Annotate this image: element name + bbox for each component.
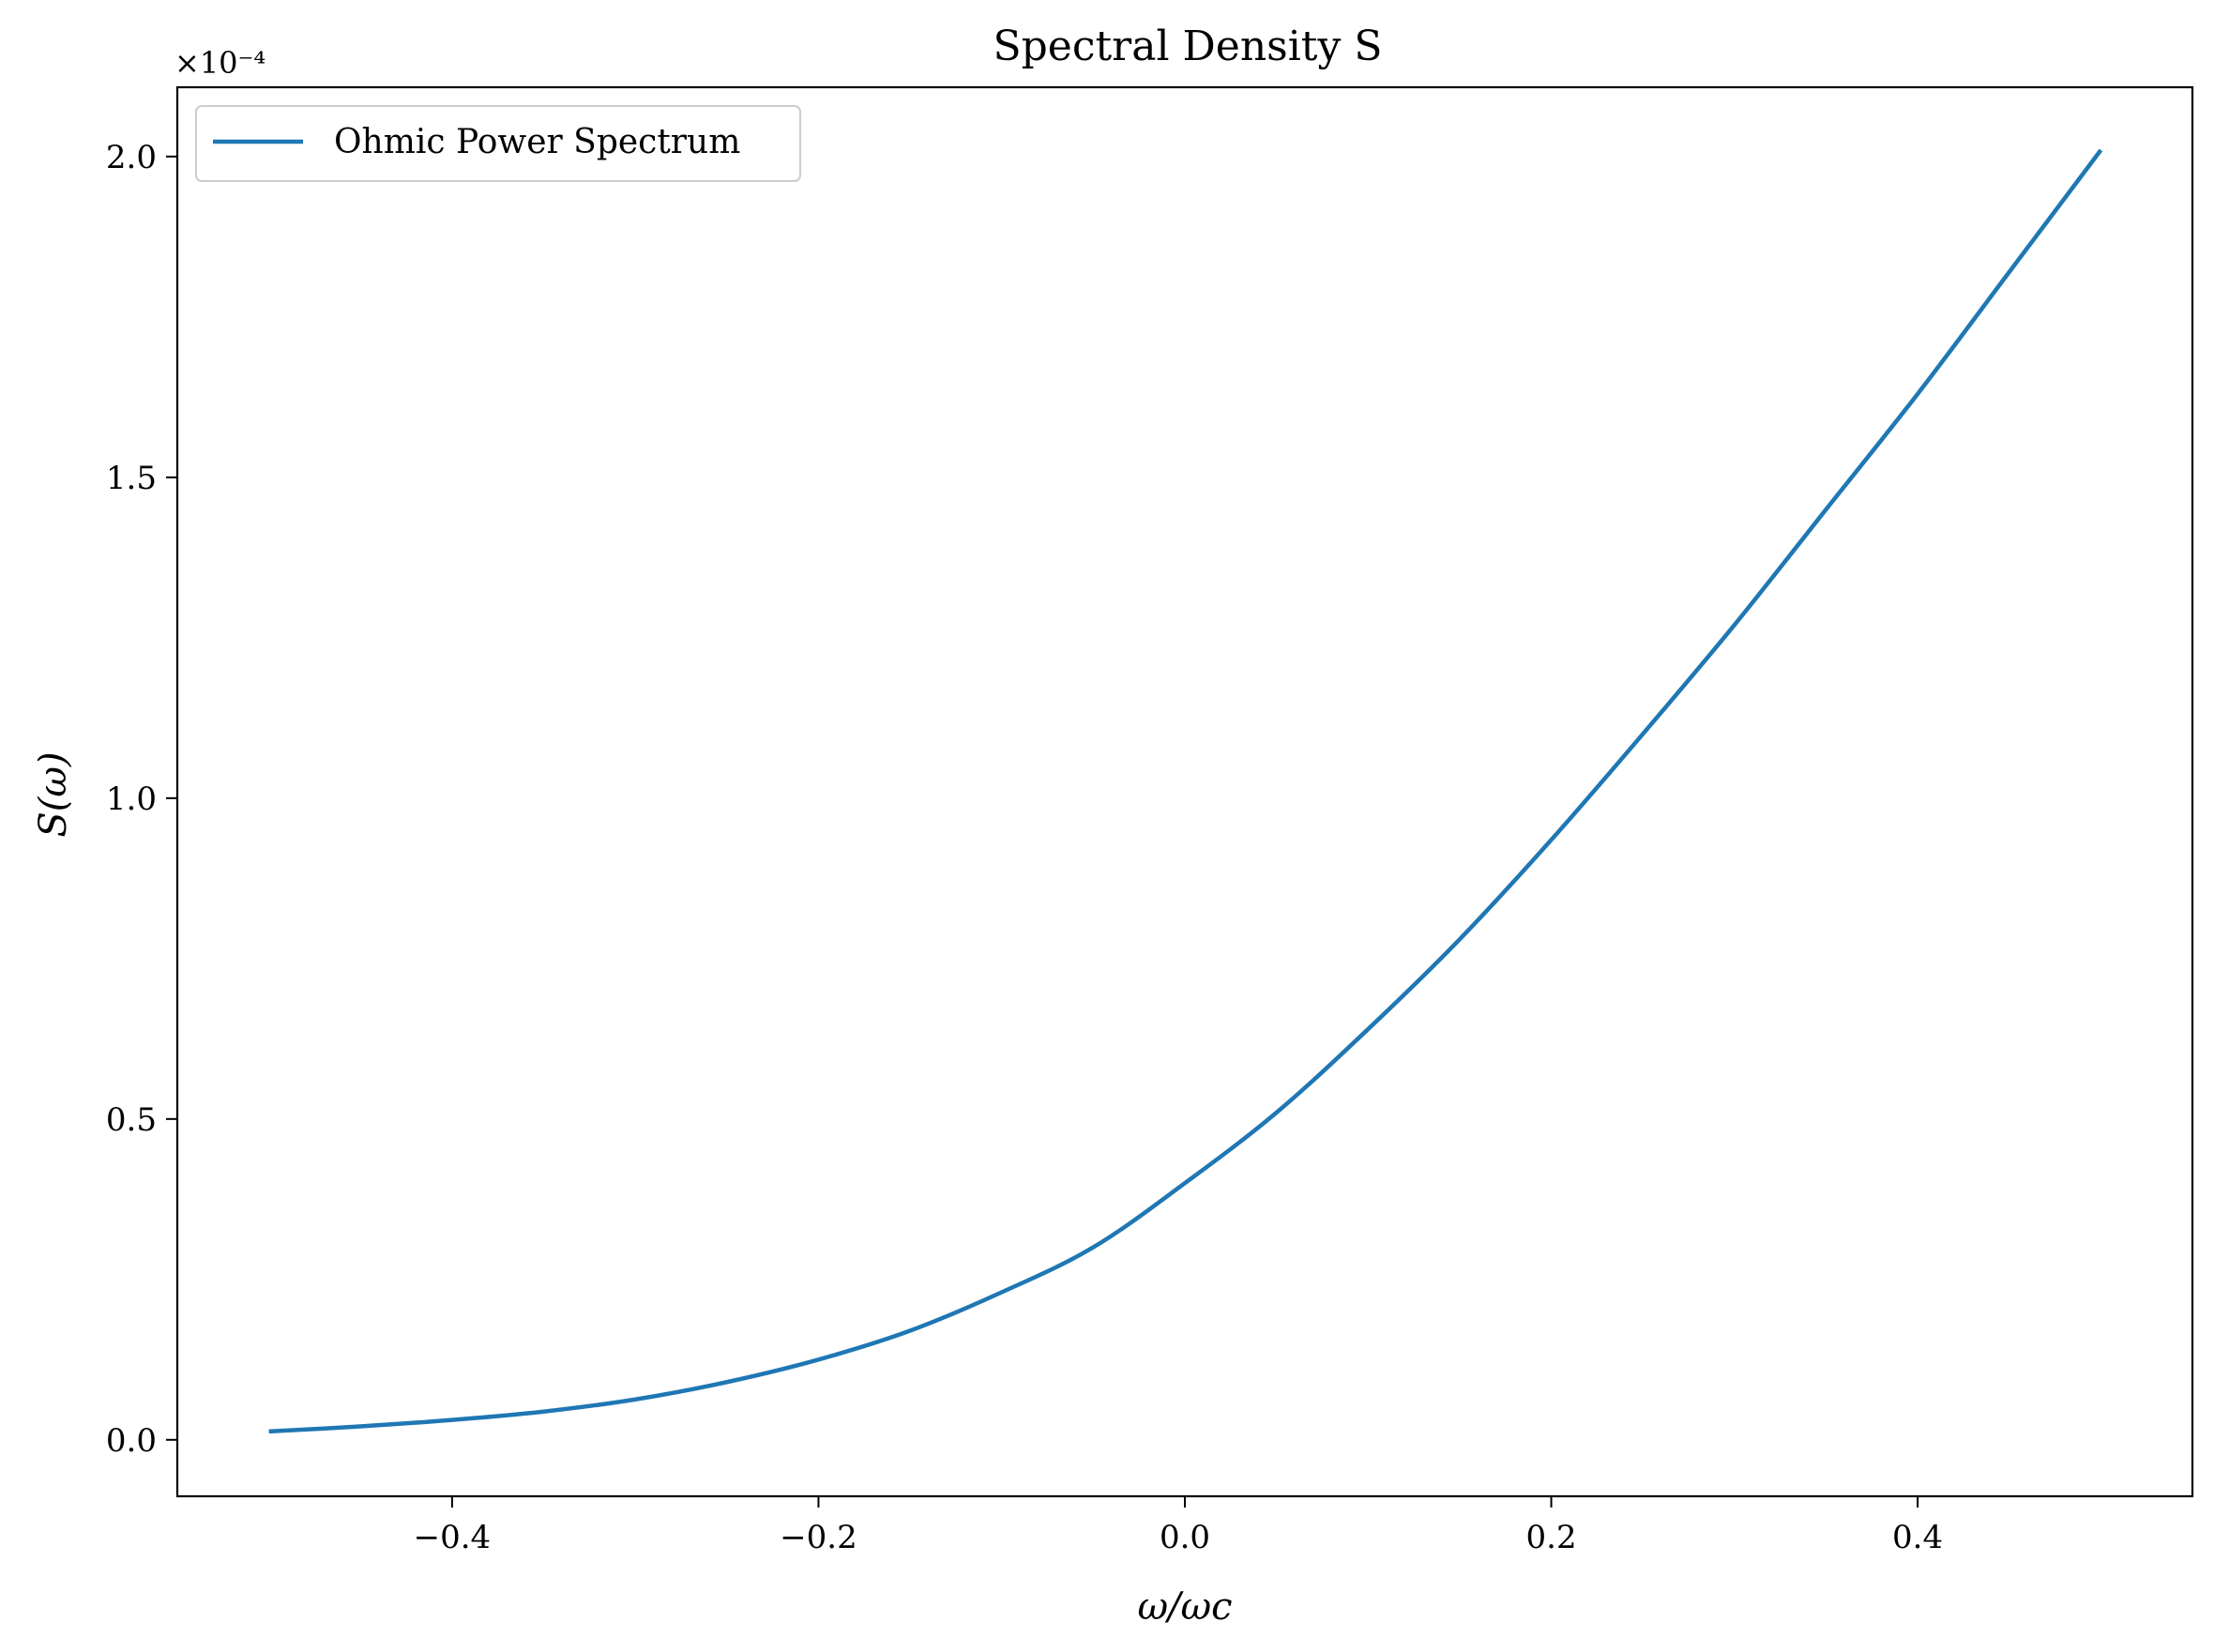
chart-title: Spectral Density S [993, 23, 1383, 70]
x-tick-label: 0.4 [1892, 1519, 1943, 1556]
y-tick-label: 0.0 [106, 1422, 157, 1460]
x-tick-label: −0.2 [780, 1519, 857, 1556]
x-tick-label: 0.0 [1160, 1519, 1210, 1556]
legend-label: Ohmic Power Spectrum [334, 123, 740, 161]
plot-frame [175, 85, 2194, 1498]
y-tick-label: 2.0 [106, 139, 157, 176]
y-offset-label: ×10⁻⁴ [174, 45, 265, 81]
y-tick-label: 1.0 [106, 781, 157, 818]
y-tick-label: 1.5 [106, 460, 157, 497]
series-line [268, 148, 2103, 1434]
x-axis-label: ω/ωc [1137, 1585, 1232, 1629]
y-axis-ticks: 0.0 0.5 1.0 1.5 2.0 [106, 139, 177, 1460]
y-axis-label: S(ω) [32, 751, 75, 837]
legend-box [195, 105, 801, 182]
x-tick-label: −0.4 [414, 1519, 492, 1556]
x-axis-ticks: −0.4 −0.2 0.0 0.2 0.4 [414, 1496, 1943, 1556]
legend: Ohmic Power Spectrum [195, 105, 801, 182]
x-tick-label: 0.2 [1526, 1519, 1577, 1556]
y-tick-label: 0.5 [106, 1101, 157, 1139]
series-layer [268, 148, 2103, 1434]
